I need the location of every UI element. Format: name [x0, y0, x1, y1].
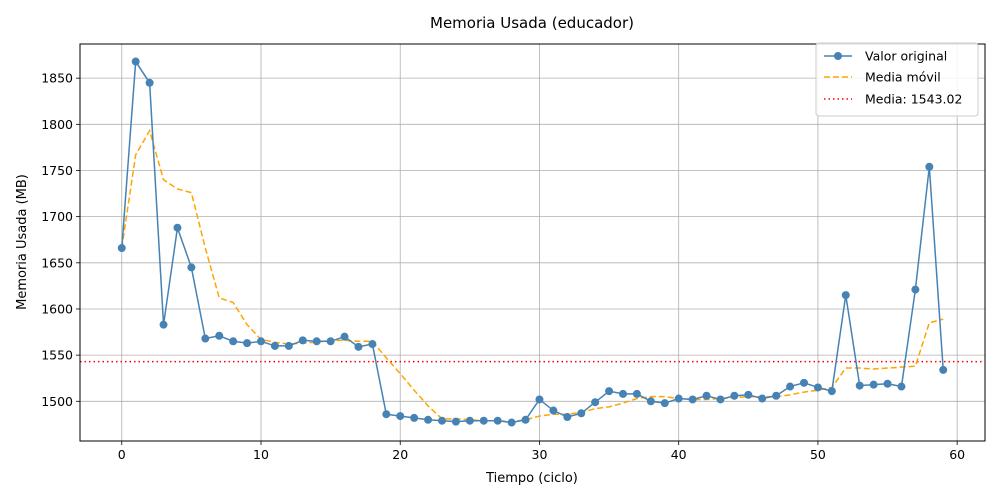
plot-frame — [79, 43, 986, 442]
original-value-point — [340, 332, 349, 341]
grid — [80, 44, 985, 441]
original-value-point — [424, 415, 433, 424]
y-tick-label: 1700 — [41, 209, 73, 224]
original-value-point — [674, 394, 683, 403]
y-tick-label: 1550 — [41, 348, 73, 363]
original-value-point — [646, 397, 655, 406]
x-axis-label: Tiempo (ciclo) — [485, 471, 578, 486]
y-tick-label: 1500 — [41, 394, 73, 409]
original-value-point — [257, 337, 265, 346]
original-value-point — [159, 320, 168, 329]
original-value-point — [117, 244, 126, 253]
x-tick-label: 30 — [532, 447, 548, 462]
original-value-point — [619, 389, 627, 398]
x-axis-ticks: 0 10 20 30 40 50 60 — [118, 441, 965, 462]
original-value-point — [521, 415, 530, 424]
y-tick-label: 1800 — [41, 117, 73, 132]
original-value-point — [465, 416, 474, 425]
original-value-point — [591, 398, 600, 407]
original-value-point — [298, 336, 307, 345]
original-value-point — [284, 341, 293, 350]
original-value-point — [451, 417, 460, 426]
legend-label-moving-average: Media móvil — [865, 70, 941, 85]
original-value-point — [131, 57, 140, 66]
original-value-point — [939, 365, 948, 374]
original-value-point — [897, 382, 906, 391]
original-value-point — [827, 387, 836, 396]
original-value-point — [354, 342, 363, 351]
original-value-point — [368, 340, 377, 349]
original-value-point — [813, 383, 822, 392]
x-tick-label: 60 — [949, 447, 965, 462]
y-axis-label: Memoria Usada (MB) — [15, 174, 30, 310]
y-axis-ticks: 1500 1550 1600 1650 1700 1750 1800 1850 — [41, 71, 80, 409]
legend-label-original: Valor original — [865, 49, 947, 64]
original-value-point — [632, 389, 641, 398]
original-value-point — [535, 395, 544, 404]
original-value-point — [563, 413, 572, 421]
x-tick-label: 40 — [671, 447, 687, 462]
original-value-point — [688, 395, 697, 404]
original-value-point — [243, 339, 252, 348]
original-value-point — [479, 416, 488, 425]
original-value-point — [660, 399, 669, 408]
original-value-point — [215, 331, 224, 340]
x-tick-label: 50 — [810, 447, 826, 462]
original-value-point — [772, 391, 781, 400]
original-value-point — [605, 387, 614, 396]
y-tick-label: 1600 — [41, 301, 73, 316]
original-value-point — [326, 337, 335, 346]
original-value-point — [758, 394, 767, 403]
original-value-point — [438, 416, 446, 425]
original-value-point — [549, 406, 558, 415]
original-value-point — [786, 382, 795, 391]
moving-average-line — [121, 128, 944, 423]
original-value-point — [173, 223, 182, 232]
original-value-point — [716, 395, 725, 404]
legend-label-mean: Media: 1543.02 — [865, 92, 962, 107]
original-value-point — [145, 78, 154, 87]
x-tick-label: 10 — [253, 447, 269, 462]
y-tick-label: 1850 — [41, 71, 73, 86]
legend-marker-original — [834, 52, 842, 60]
y-tick-label: 1750 — [41, 163, 73, 178]
original-value-point — [911, 285, 920, 294]
original-value-point — [396, 412, 405, 421]
original-value-point — [507, 418, 516, 427]
legend-box — [815, 42, 979, 117]
original-value-point — [744, 390, 753, 399]
original-value-point — [410, 413, 419, 422]
original-value-point — [855, 381, 864, 390]
original-value-point — [883, 379, 892, 388]
original-value-point — [869, 380, 878, 389]
original-value-point — [270, 341, 279, 350]
original-value-point — [229, 337, 238, 346]
original-value-point — [577, 409, 586, 418]
x-tick-label: 20 — [392, 447, 408, 462]
original-value-point — [187, 263, 196, 272]
x-tick-label: 0 — [118, 447, 126, 462]
original-value-point — [201, 334, 210, 343]
original-value-point — [493, 416, 502, 425]
original-value-point — [312, 337, 321, 346]
original-value-point — [730, 391, 739, 400]
original-value-point — [382, 410, 391, 419]
series — [117, 57, 948, 427]
legend: Valor original Media móvil Media: 1543.0… — [815, 42, 979, 117]
original-value-point — [800, 378, 808, 387]
original-value-point — [925, 162, 934, 171]
chart-title: Memoria Usada (educador) — [430, 14, 634, 32]
original-value-point — [841, 291, 850, 300]
original-value-point — [702, 391, 711, 400]
y-tick-label: 1650 — [41, 255, 73, 270]
